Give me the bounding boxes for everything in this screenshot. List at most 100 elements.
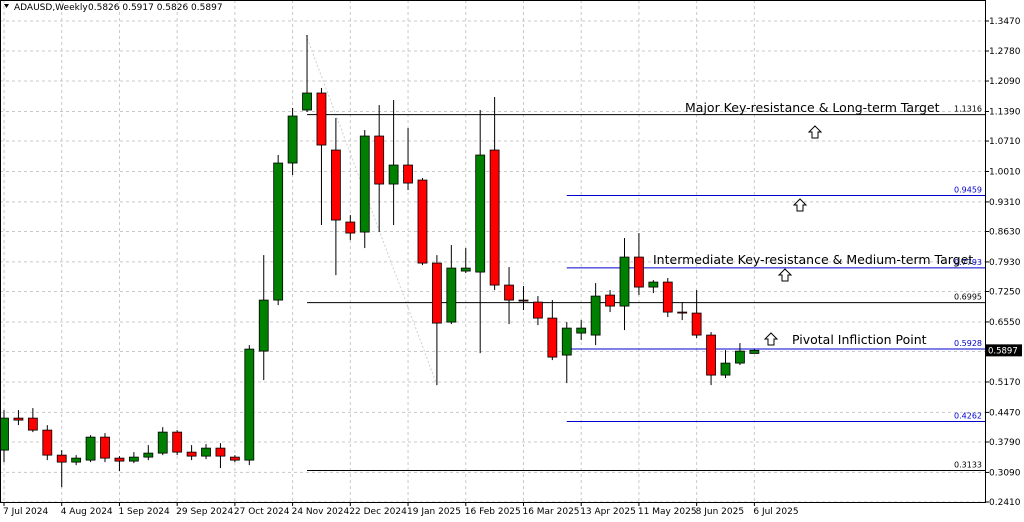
y-tick-label: 0.6550 — [989, 318, 1021, 328]
x-tick-label: 6 Jul 2025 — [753, 507, 798, 517]
x-tick-label: 16 Feb 2025 — [465, 507, 521, 517]
candle-body — [547, 317, 558, 358]
candle-body — [258, 299, 269, 352]
plot-border — [0, 0, 986, 503]
plot: 1.1316 0.9459 0.7793 0.6995 0.5928 0.4262 0.31… — [0, 35, 985, 488]
y-tick-label: 0.9310 — [989, 198, 1021, 208]
price-label: 0.5897 — [988, 346, 1018, 356]
x-tick-label: 1 Sep 2024 — [118, 507, 170, 517]
candle-body — [71, 457, 82, 463]
candle-body — [42, 429, 53, 456]
candle-body — [735, 350, 745, 364]
y-tick-label: 0.8630 — [989, 227, 1021, 237]
candle-body — [460, 267, 471, 272]
level-label: 1.1316 — [954, 105, 982, 114]
y-tick-label: 1.1390 — [989, 107, 1021, 117]
x-tick-label: 29 Sep 2024 — [176, 507, 233, 517]
arrow-icon — [792, 198, 808, 212]
x-tick-label: 11 May 2025 — [638, 507, 697, 517]
candle-body — [201, 447, 211, 457]
candle-body — [504, 284, 514, 301]
level-label: 0.3133 — [954, 461, 982, 470]
x-tick-label: 7 Jul 2024 — [3, 507, 48, 517]
y-tick-label: 0.5170 — [989, 378, 1021, 388]
candle-body — [172, 431, 183, 453]
candle-body — [359, 135, 370, 233]
candle-body — [56, 454, 67, 463]
candle-body — [475, 154, 486, 273]
candle-body — [662, 281, 673, 313]
y-tick-label: 1.0010 — [989, 167, 1021, 177]
candle-body — [302, 92, 312, 111]
candle-body — [720, 362, 731, 376]
candle-body — [561, 327, 572, 356]
x-tick-label: 4 Aug 2024 — [61, 507, 113, 517]
chart-title: ADAUSD,Weekly — [14, 3, 88, 13]
y-tick-label: 1.3470 — [989, 17, 1021, 27]
candle-body — [186, 451, 197, 457]
candle-body — [619, 256, 630, 307]
candle-body — [648, 281, 659, 288]
candle-body — [489, 149, 500, 286]
candle-body — [229, 456, 240, 461]
level-label: 0.6995 — [954, 293, 982, 302]
level-label: 0.5928 — [954, 339, 982, 348]
candle-body — [518, 299, 529, 302]
candle-body — [677, 311, 688, 314]
y-tick-label: 1.0710 — [989, 137, 1021, 147]
candle-body — [85, 436, 96, 461]
annotation: Intermediate Key-resistance & Medium-ter… — [653, 252, 973, 267]
y-tick-label: 0.7250 — [989, 288, 1021, 298]
y-tick-label: 0.4470 — [989, 408, 1021, 418]
candle-body — [330, 149, 341, 221]
x-tick-label: 13 Apr 2025 — [580, 507, 636, 517]
price-box — [986, 344, 1022, 357]
candle-body — [100, 436, 110, 459]
candle-body — [316, 92, 327, 146]
candle-body — [114, 457, 125, 462]
y-tick-label: 0.3090 — [989, 468, 1021, 478]
candle-body — [374, 135, 385, 185]
arrow-icon — [763, 332, 779, 346]
candle-body — [706, 334, 716, 376]
candle-body — [128, 456, 139, 462]
level-label: 0.4262 — [954, 411, 982, 420]
candle-body — [388, 164, 399, 185]
x-tick-label: 22 Dec 2024 — [349, 507, 407, 517]
candle-body — [215, 447, 226, 457]
y-tick-label: 1.2090 — [989, 77, 1021, 87]
x-tick-label: 8 Jun 2025 — [696, 507, 744, 517]
level-label: 0.7793 — [954, 258, 982, 267]
arrows — [763, 125, 823, 346]
candle-body — [403, 164, 413, 184]
x-tick-label: 16 Mar 2025 — [522, 507, 579, 517]
y-tick-label: 0.2410 — [989, 498, 1021, 508]
candle-body — [749, 349, 760, 354]
x-tick-label: 24 Nov 2024 — [292, 507, 350, 517]
candle-body — [605, 294, 615, 307]
x-tick-label: 19 Jan 2025 — [407, 507, 461, 517]
candle-body — [157, 431, 168, 454]
title-icon — [4, 4, 9, 8]
level-label: 0.9459 — [954, 185, 982, 194]
candle-body — [590, 295, 601, 336]
candle-body — [244, 348, 255, 461]
candle-body — [576, 327, 587, 334]
candle-body — [634, 256, 644, 288]
candle-body — [143, 452, 154, 458]
candle-body — [0, 417, 9, 451]
annotation: Pivotal Infliction Point — [792, 332, 927, 347]
candle-body — [287, 115, 298, 164]
arrow-icon — [807, 125, 823, 139]
candle-body — [13, 417, 24, 421]
y-tick-label: 0.7930 — [989, 258, 1021, 268]
candle-body — [417, 179, 428, 264]
annotation: Major Key-resistance & Long-term Target — [685, 100, 940, 115]
y-tick-label: 1.2780 — [989, 47, 1021, 57]
candle-body — [691, 312, 702, 336]
candle-body — [273, 162, 284, 301]
candle-body — [533, 301, 543, 319]
chart-subtitle: 0.5826 0.5917 0.5826 0.5897 — [88, 3, 223, 13]
